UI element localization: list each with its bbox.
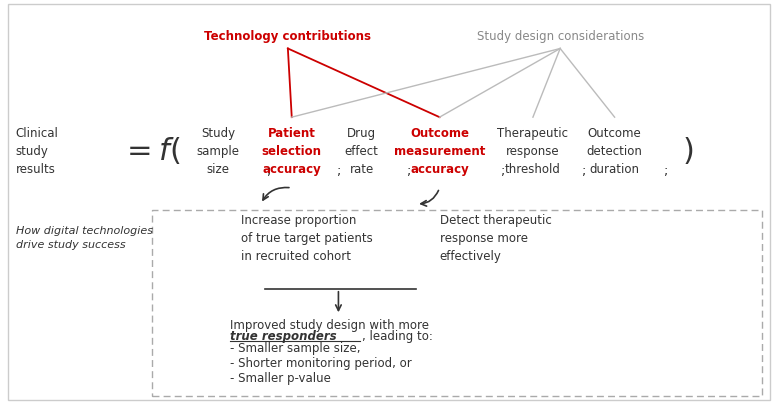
Text: $)$: $)$ xyxy=(682,136,693,167)
Text: ;: ; xyxy=(663,165,668,178)
Text: Therapeutic
response
threshold: Therapeutic response threshold xyxy=(497,127,569,176)
Text: ;: ; xyxy=(581,165,586,178)
Text: Detect therapeutic
response more
effectively: Detect therapeutic response more effecti… xyxy=(440,214,552,263)
Text: ;: ; xyxy=(499,165,504,178)
Text: Drug
effect
rate: Drug effect rate xyxy=(345,127,379,176)
Text: ;: ; xyxy=(406,165,411,178)
Text: How digital technologies
drive study success: How digital technologies drive study suc… xyxy=(16,226,152,250)
Text: ;: ; xyxy=(266,165,271,178)
Text: ;: ; xyxy=(336,165,341,178)
Text: Improved study design with more: Improved study design with more xyxy=(230,319,429,332)
Text: , leading to:: , leading to: xyxy=(362,330,433,343)
Text: - Shorter monitoring period, or: - Shorter monitoring period, or xyxy=(230,357,412,370)
Text: Study design considerations: Study design considerations xyxy=(477,30,643,43)
Text: Outcome
detection
duration: Outcome detection duration xyxy=(587,127,643,176)
Text: Increase proportion
of true target patients
in recruited cohort: Increase proportion of true target patie… xyxy=(241,214,373,263)
Text: true responders: true responders xyxy=(230,330,336,343)
Text: $= f($: $= f($ xyxy=(121,136,180,167)
Text: Study
sample
size: Study sample size xyxy=(196,127,240,176)
Text: - Smaller p-value: - Smaller p-value xyxy=(230,372,331,385)
Text: - Smaller sample size,: - Smaller sample size, xyxy=(230,342,360,355)
Text: Patient
selection
accuracy: Patient selection accuracy xyxy=(261,127,322,176)
Text: Technology contributions: Technology contributions xyxy=(205,30,371,43)
Text: Outcome
measurement
accuracy: Outcome measurement accuracy xyxy=(394,127,485,176)
Text: Clinical
study
results: Clinical study results xyxy=(16,127,58,176)
